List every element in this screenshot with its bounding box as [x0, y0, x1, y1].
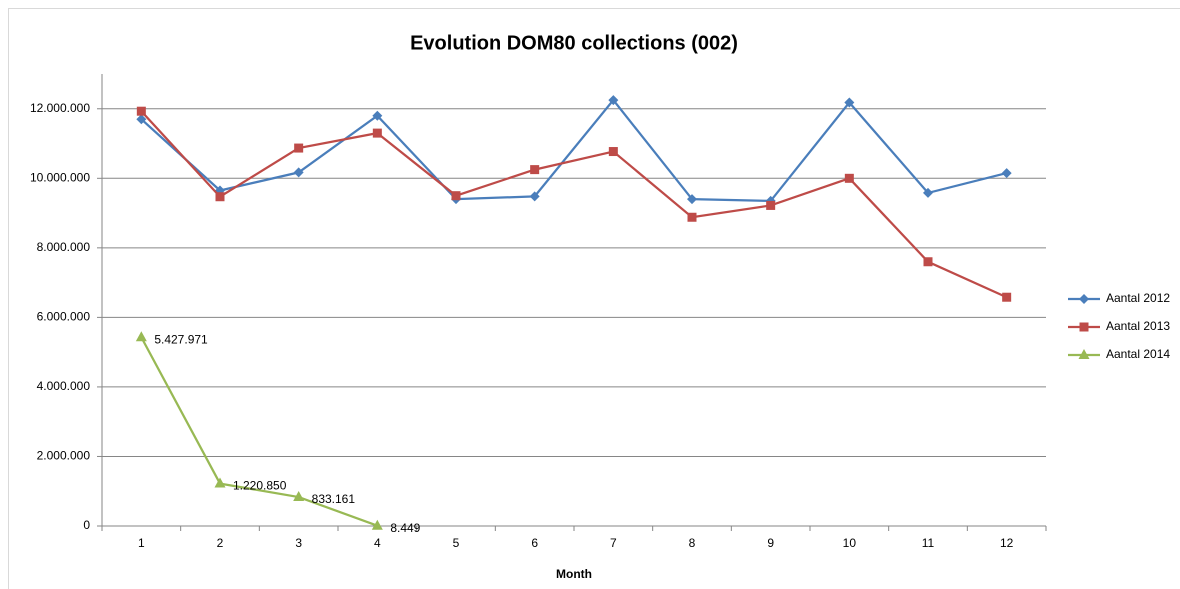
- y-tick-label: 0: [83, 518, 90, 532]
- marker: [293, 491, 305, 502]
- marker: [844, 97, 855, 108]
- x-tick-label: 8: [689, 536, 696, 550]
- marker: [215, 192, 225, 202]
- marker: [923, 187, 933, 198]
- y-tick-label: 2.000.000: [37, 449, 91, 463]
- marker: [372, 110, 383, 121]
- marker: [293, 167, 304, 178]
- marker: [608, 95, 619, 106]
- x-tick-label: 2: [217, 536, 224, 550]
- marker: [294, 143, 304, 153]
- x-tick-label: 6: [531, 536, 538, 550]
- legend-label: Aantal 2014: [1106, 347, 1170, 361]
- series-line: [140, 110, 1008, 299]
- series-line: [140, 336, 378, 527]
- legend-label: Aantal 2012: [1106, 291, 1170, 305]
- series-line: [140, 98, 1007, 203]
- marker: [1079, 322, 1089, 332]
- x-axis-title: Month: [556, 567, 592, 581]
- marker: [136, 106, 146, 116]
- data-label: 1.220.850: [233, 479, 287, 493]
- marker: [1002, 292, 1012, 302]
- x-tick-label: 7: [610, 536, 617, 550]
- x-tick-label: 5: [453, 536, 460, 550]
- marker: [1078, 349, 1090, 359]
- y-tick-label: 10.000.000: [30, 170, 90, 184]
- data-label: 833.161: [312, 492, 356, 506]
- marker: [608, 147, 618, 157]
- y-tick-label: 8.000.000: [37, 240, 91, 254]
- marker: [1079, 294, 1089, 304]
- marker: [530, 165, 540, 175]
- marker: [135, 331, 147, 342]
- marker: [451, 191, 461, 201]
- x-tick-label: 10: [843, 536, 857, 550]
- legend-label: Aantal 2013: [1106, 319, 1170, 333]
- marker: [766, 200, 776, 210]
- x-tick-label: 9: [767, 536, 774, 550]
- x-tick-label: 4: [374, 536, 381, 550]
- marker: [687, 212, 697, 222]
- x-tick-label: 3: [295, 536, 302, 550]
- marker: [136, 114, 147, 125]
- marker: [687, 194, 697, 205]
- marker: [372, 128, 382, 138]
- x-tick-label: 11: [922, 536, 935, 550]
- data-label: 8.449: [390, 521, 420, 535]
- x-tick-label: 12: [1000, 536, 1014, 550]
- marker: [371, 519, 383, 530]
- marker: [529, 191, 540, 202]
- marker: [1001, 168, 1012, 179]
- marker: [923, 257, 933, 267]
- y-tick-label: 6.000.000: [37, 310, 91, 324]
- data-label: 5.427.971: [154, 332, 208, 346]
- chart-title: Evolution DOM80 collections (002): [410, 32, 738, 54]
- y-tick-label: 4.000.000: [37, 379, 91, 393]
- chart-frame: [8, 8, 1180, 589]
- marker: [844, 173, 854, 183]
- marker: [214, 477, 226, 488]
- y-tick-label: 12.000.000: [30, 101, 90, 115]
- x-tick-label: 1: [138, 536, 145, 550]
